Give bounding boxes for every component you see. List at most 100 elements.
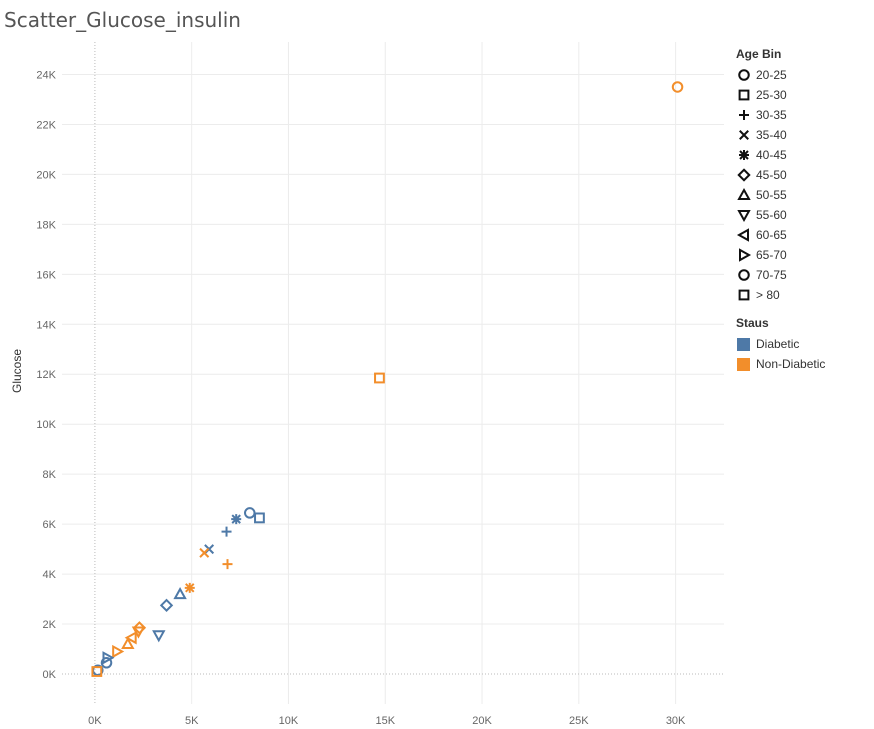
y-tick-label: 22K xyxy=(36,119,56,131)
age-bin-legend: Age Bin 20-25 25-30 30-35 35-40 40-45 45-50 50… xyxy=(736,47,787,305)
data-point xyxy=(91,666,103,677)
age-bin-shape-icon xyxy=(738,289,750,301)
x-tick-label: 30K xyxy=(666,715,686,727)
legend-shape xyxy=(739,110,749,120)
legend-shape xyxy=(739,248,752,262)
y-tick-label: 20K xyxy=(36,169,56,181)
legend-shape xyxy=(736,228,749,242)
x-tick-label: 0K xyxy=(88,715,102,727)
legend-shape xyxy=(739,150,749,160)
age-bin-legend-item[interactable]: 60-65 xyxy=(736,225,787,245)
x-tick-label: 25K xyxy=(569,715,589,727)
y-tick-label: 18K xyxy=(36,219,56,231)
age-bin-label: 25-30 xyxy=(756,88,787,102)
legend-shape xyxy=(737,168,751,182)
data-point xyxy=(222,559,233,570)
y-tick-label: 6K xyxy=(43,519,57,531)
age-bin-shape-icon xyxy=(736,228,749,242)
age-bin-legend-item[interactable]: 70-75 xyxy=(736,265,787,285)
age-bin-label: 55-60 xyxy=(756,208,787,222)
status-legend-title: Staus xyxy=(736,316,769,330)
status-legend-item[interactable]: Diabetic xyxy=(736,334,825,354)
data-point xyxy=(671,81,684,93)
age-bin-label: 50-55 xyxy=(756,188,787,202)
age-bin-shape-icon xyxy=(737,168,751,182)
y-tick-label: 0K xyxy=(43,669,57,681)
legend-shape xyxy=(738,269,750,281)
age-bin-shape-icon xyxy=(739,248,752,262)
data-point xyxy=(124,631,137,645)
age-bin-shape-icon xyxy=(737,187,751,200)
age-bin-legend-item[interactable]: 30-35 xyxy=(736,105,787,125)
x-tick-label: 15K xyxy=(375,715,395,727)
data-point xyxy=(159,598,174,612)
y-tick-label: 12K xyxy=(36,369,56,381)
age-bin-label: 20-25 xyxy=(756,68,787,82)
age-bin-legend-title: Age Bin xyxy=(736,47,782,61)
data-point xyxy=(199,547,210,558)
data-point xyxy=(121,636,135,650)
data-point xyxy=(100,657,113,669)
data-point xyxy=(221,526,232,537)
data-point xyxy=(173,587,187,600)
y-tick-label: 16K xyxy=(36,269,56,281)
data-points xyxy=(91,81,684,677)
age-bin-legend-item[interactable]: 20-25 xyxy=(736,65,787,85)
age-bin-shape-icon xyxy=(738,89,750,101)
age-bin-shape-icon xyxy=(739,110,749,120)
y-axis-label: Glucose xyxy=(10,349,24,393)
legend-shape xyxy=(739,130,749,140)
legend-shape xyxy=(738,69,750,81)
age-bin-label: 70-75 xyxy=(756,268,787,282)
x-tick-label: 5K xyxy=(185,715,199,727)
age-bin-shape-icon xyxy=(739,130,749,140)
y-tick-label: 14K xyxy=(36,319,56,331)
age-bin-shape-icon xyxy=(737,210,751,223)
chart-title: Scatter_Glucose_insulin xyxy=(4,8,241,32)
age-bin-legend-item[interactable]: 50-55 xyxy=(736,185,787,205)
y-tick-label: 4K xyxy=(43,569,57,581)
status-color-swatch xyxy=(737,357,750,371)
age-bin-legend-item[interactable]: 35-40 xyxy=(736,125,787,145)
data-point xyxy=(254,512,265,524)
legend-shape xyxy=(738,89,750,101)
status-legend-item[interactable]: Non-Diabetic xyxy=(736,354,825,374)
x-tick-label: 20K xyxy=(472,715,492,727)
age-bin-legend-item[interactable]: 45-50 xyxy=(736,165,787,185)
x-tick-label: 10K xyxy=(279,715,299,727)
status-label: Diabetic xyxy=(756,337,800,351)
status-label: Non-Diabetic xyxy=(756,357,826,371)
age-bin-legend-item[interactable]: 40-45 xyxy=(736,145,787,165)
age-bin-label: 60-65 xyxy=(756,228,787,242)
axes: 0K 5K 10K 15K 20K 25K 30K 0K 2K 4K 6K 8K 10K 12K 14K 16… xyxy=(36,42,724,727)
age-bin-label: 35-40 xyxy=(756,128,787,142)
legend-shape xyxy=(737,210,751,223)
age-bin-shape-icon xyxy=(738,69,750,81)
y-tick-label: 24K xyxy=(36,69,56,81)
age-bin-label: > 80 xyxy=(756,288,780,302)
legend-shape xyxy=(737,187,751,200)
data-point xyxy=(102,651,115,665)
age-bin-label: 65-70 xyxy=(756,248,787,262)
data-point xyxy=(152,630,166,643)
age-bin-shape-icon xyxy=(738,269,750,281)
age-bin-legend-item[interactable]: 25-30 xyxy=(736,85,787,105)
grid-lines xyxy=(62,42,724,704)
data-point xyxy=(244,507,256,519)
y-tick-label: 8K xyxy=(43,469,57,481)
age-bin-legend-item[interactable]: > 80 xyxy=(736,285,787,305)
data-point xyxy=(374,372,385,384)
data-point xyxy=(184,582,195,593)
age-bin-label: 30-35 xyxy=(756,108,787,122)
age-bin-legend-item[interactable]: 55-60 xyxy=(736,205,787,225)
age-bin-label: 40-45 xyxy=(756,148,787,162)
status-color-swatch xyxy=(737,337,750,351)
age-bin-legend-item[interactable]: 65-70 xyxy=(736,245,787,265)
status-legend: Staus Diabetic Non-Diabetic xyxy=(736,316,825,374)
age-bin-label: 45-50 xyxy=(756,168,787,182)
y-tick-label: 10K xyxy=(36,419,56,431)
age-bin-shape-icon xyxy=(739,150,749,160)
legend-shape xyxy=(738,289,750,301)
y-tick-label: 2K xyxy=(43,619,57,631)
